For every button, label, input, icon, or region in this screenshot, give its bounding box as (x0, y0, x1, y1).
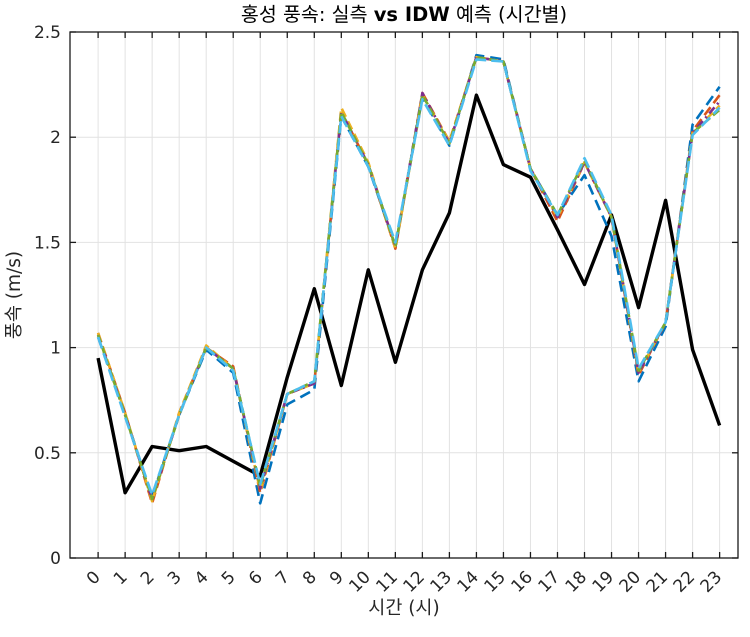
y-axis-label: 풍속 (m/s) (4, 251, 25, 339)
plot-area (70, 32, 738, 558)
y-tick-label: 2 (50, 128, 61, 148)
y-tick-label: 0.5 (34, 444, 61, 464)
series-group (96, 53, 722, 505)
y-tick-label: 1.5 (34, 233, 61, 253)
x-axis-label: 시간 (시) (368, 598, 439, 619)
axes-box (69, 31, 739, 559)
y-tick-label: 1 (50, 339, 61, 359)
y-tick-label: 0 (50, 549, 61, 569)
axes-border (69, 31, 739, 559)
chart-title-bold: vs IDW (374, 3, 450, 26)
chart-title-suffix: 예측 (시간별) (450, 3, 567, 26)
grid-lines (70, 32, 738, 558)
chart-title: 홍성 풍속: 실측 vs IDW 예측 (시간별) (241, 3, 567, 26)
y-tick-label: 2.5 (34, 23, 61, 43)
chart-title-prefix: 홍성 풍속: 실측 (241, 3, 374, 26)
series-line-observed-solid-black (96, 93, 722, 495)
series-line-idw-dashed-cyan (96, 58, 721, 497)
